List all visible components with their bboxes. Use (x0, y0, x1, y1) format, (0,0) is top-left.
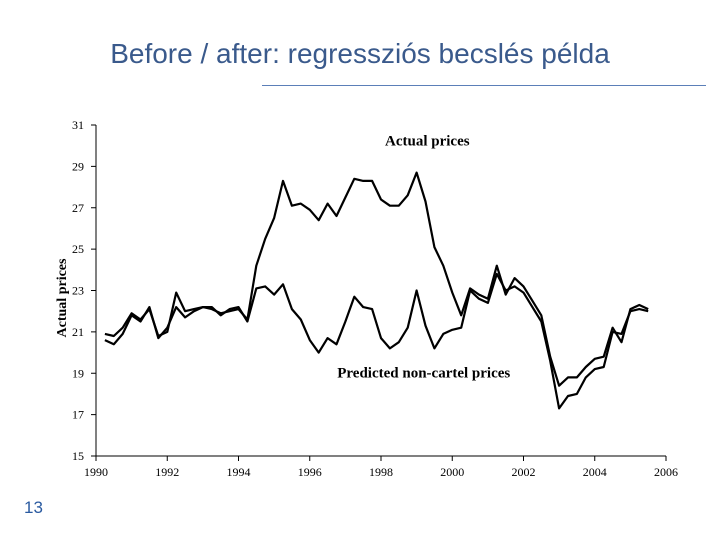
x-tick-labels: 1990 1992 1994 1996 1998 2000 2002 2004 2006 (84, 465, 678, 479)
y-tick-label: 25 (72, 242, 84, 256)
y-tick-labels: 31 29 27 25 23 21 19 17 15 (72, 118, 84, 463)
y-tick-label: 19 (72, 366, 84, 380)
y-axis-label: Actual prices (55, 258, 70, 337)
slide-title: Before / after: regressziós becslés péld… (110, 38, 610, 69)
chart-axes (91, 124, 667, 461)
x-tick-label: 1992 (155, 465, 179, 479)
x-tick-label: 1996 (298, 465, 322, 479)
annotations: Actual prices Predicted non-cartel prices (337, 134, 510, 382)
chart-annotation: Predicted non-cartel prices (337, 365, 510, 381)
x-tick-label: 1990 (84, 465, 108, 479)
title-divider (262, 85, 706, 86)
x-tick-label: 1998 (369, 465, 393, 479)
series-lines (104, 171, 649, 410)
y-tick-label: 27 (72, 201, 84, 215)
y-tick-label: 23 (72, 284, 84, 298)
y-tick-label: 17 (72, 408, 84, 422)
x-tick-label: 1994 (227, 465, 251, 479)
y-tick-label: 21 (72, 325, 84, 339)
x-tick-label: 2002 (512, 465, 536, 479)
slide-number: 13 (24, 498, 43, 517)
x-tick-label: 2006 (654, 465, 678, 479)
y-tick-label: 29 (72, 159, 84, 173)
y-tick-label: 15 (72, 449, 84, 463)
x-tick-label: 2004 (583, 465, 607, 479)
x-tick-label: 2000 (440, 465, 464, 479)
chart-annotation: Actual prices (385, 134, 470, 150)
predicted-prices-line (104, 272, 649, 410)
actual-prices-line (104, 171, 649, 387)
y-tick-label: 31 (72, 118, 84, 132)
